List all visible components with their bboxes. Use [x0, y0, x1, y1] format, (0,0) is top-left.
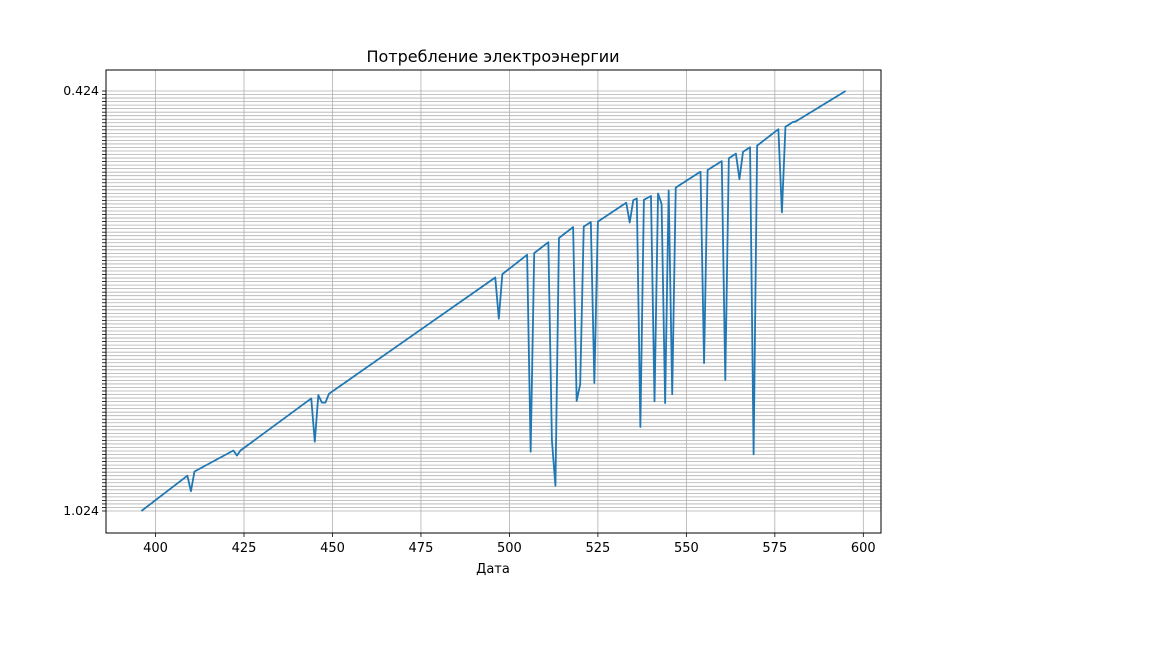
x-tick-label: 400 [143, 541, 168, 556]
y-tick-label-bottom: 1.024 [63, 503, 99, 518]
x-tick-label: 500 [497, 541, 522, 556]
series-line [140, 90, 847, 512]
x-tick-label: 525 [585, 541, 610, 556]
plot-frame [105, 69, 882, 534]
gridlines [106, 70, 881, 533]
x-tick-label: 550 [674, 541, 699, 556]
x-tick-label: 475 [409, 541, 434, 556]
x-axis-label: Дата [476, 562, 510, 577]
y-axis: 0.424 1.024 [63, 83, 106, 518]
x-tick-label: 425 [232, 541, 257, 556]
y-tick-label-top: 0.424 [63, 83, 99, 98]
x-tick-label: 450 [320, 541, 345, 556]
x-tick-label: 600 [851, 541, 876, 556]
chart-title: Потребление электроэнергии [366, 47, 619, 66]
x-axis: 400 425 450 475 500 525 550 575 600 [143, 533, 876, 556]
x-tick-label: 575 [762, 541, 787, 556]
series-group [140, 90, 847, 512]
